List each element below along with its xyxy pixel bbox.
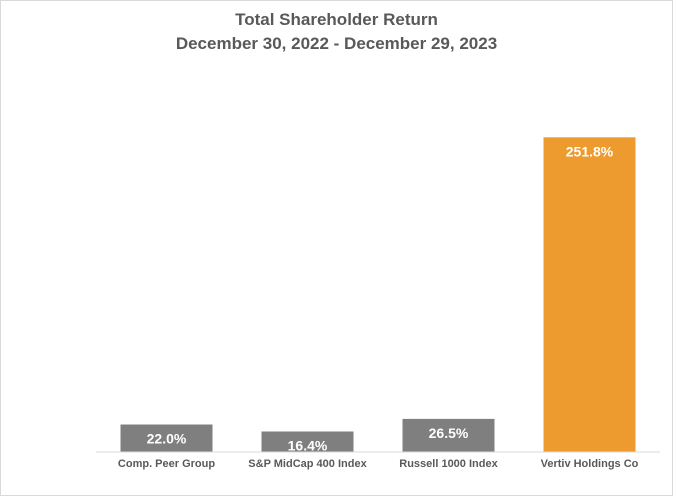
- bars-group: [120, 137, 636, 453]
- bar-0: [120, 424, 213, 452]
- data-label-2: 26.5%: [429, 425, 469, 441]
- data-label-0: 22.0%: [147, 431, 187, 447]
- bar-1: [261, 431, 354, 452]
- labels-group: 22.0% Comp. Peer Group 16.4% S&P MidCap 400…: [118, 143, 639, 470]
- bar-3: [543, 137, 636, 453]
- data-label-1: 16.4%: [288, 438, 328, 454]
- data-label-3: 251.8%: [566, 143, 614, 159]
- chart-subtitle: December 30, 2022 - December 29, 2023: [175, 34, 498, 53]
- bar-2: [402, 418, 495, 452]
- category-label-2: Russell 1000 Index: [399, 458, 498, 470]
- chart-title: Total Shareholder Return: [235, 10, 438, 29]
- category-label-1: S&P MidCap 400 Index: [248, 458, 367, 470]
- category-label-3: Vertiv Holdings Co: [541, 458, 639, 470]
- category-label-0: Comp. Peer Group: [118, 458, 215, 470]
